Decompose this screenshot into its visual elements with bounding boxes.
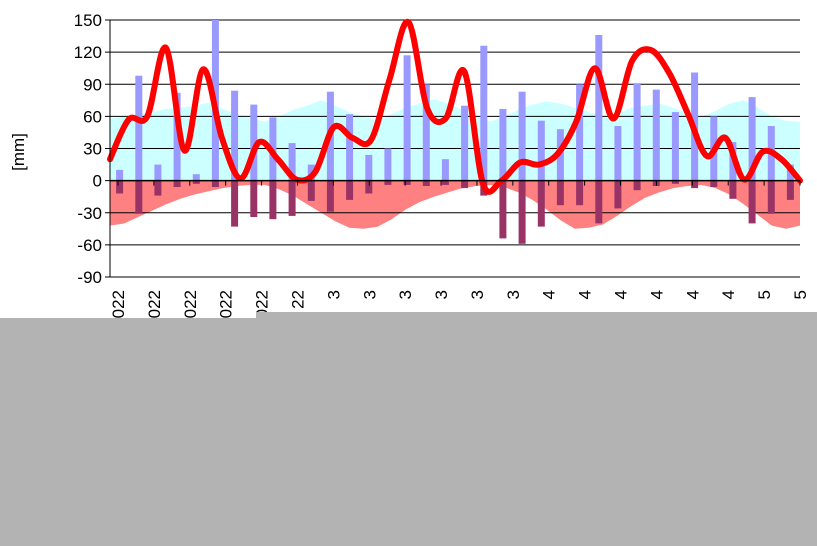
y-tick-label-3: 60 — [83, 107, 102, 126]
bar-s2-6 — [231, 180, 239, 227]
bar-s2-27 — [633, 180, 641, 191]
bar-s1-4 — [192, 174, 200, 181]
y-tick-label-1: 120 — [74, 43, 102, 62]
x-tick-label-12: 4 — [540, 290, 559, 299]
x-tick-label-17: 4 — [719, 290, 738, 299]
bar-s2-18 — [461, 180, 469, 189]
bar-s2-29 — [671, 180, 679, 184]
bar-s2-26 — [614, 180, 622, 209]
bar-s2-24 — [576, 180, 584, 206]
bar-s1-27 — [633, 83, 641, 181]
x-tick-label-19: 5 — [791, 290, 810, 299]
bar-s1-7 — [250, 104, 258, 181]
y-axis-label: [mm] — [9, 133, 28, 171]
bar-s1-29 — [671, 112, 679, 181]
bar-s2-10 — [307, 180, 315, 201]
y-tick-label-4: 30 — [83, 140, 102, 159]
x-tick-label-10: 3 — [468, 290, 487, 299]
occlusion-panel-left — [0, 318, 258, 546]
bar-s1-16 — [422, 84, 430, 181]
x-tick-label-14: 4 — [612, 290, 631, 299]
bar-s1-21 — [518, 91, 526, 181]
bar-s1-15 — [403, 55, 411, 181]
bar-s1-24 — [576, 84, 584, 181]
x-tick-label-9: 3 — [432, 290, 451, 299]
bar-s2-11 — [326, 180, 334, 212]
bar-s2-14 — [384, 180, 392, 185]
bar-s2-20 — [499, 180, 507, 239]
x-tick-label-16: 4 — [683, 290, 702, 299]
x-tick-label-6: 3 — [324, 290, 343, 299]
area-series-2 — [110, 180, 800, 229]
bar-s2-23 — [556, 180, 564, 206]
bar-s1-2 — [154, 164, 162, 181]
bar-s2-15 — [403, 180, 411, 185]
line-series-1 — [107, 19, 803, 195]
x-tick-label-7: 3 — [360, 290, 379, 299]
bar-s2-9 — [288, 180, 296, 216]
bar-s2-1 — [135, 180, 143, 214]
x-tick-label-2: 022 — [181, 290, 200, 318]
bar-s2-0 — [116, 180, 124, 194]
axis-layer — [105, 19, 801, 278]
label-layer: 150 120 90 60 30 0 -30 -60 -90 022 022 022 022 022 22 3… — [74, 11, 810, 318]
bar-s2-21 — [518, 180, 526, 244]
bar-s1-0 — [116, 169, 124, 181]
x-tick-label-4: 022 — [253, 290, 272, 318]
bar-s2-34 — [767, 180, 775, 214]
occlusion-panel-right — [256, 312, 817, 546]
bar-s1-28 — [652, 89, 660, 181]
bar-s1-13 — [365, 154, 373, 181]
bar-s2-5 — [211, 180, 219, 187]
bar-s2-25 — [595, 180, 603, 224]
bar-s2-32 — [729, 180, 737, 199]
y-tick-label-8: -90 — [77, 268, 102, 287]
bar-s2-3 — [173, 180, 181, 187]
bar-s1-14 — [384, 148, 392, 181]
bar-s1-1 — [135, 75, 143, 181]
bar-s2-2 — [154, 180, 162, 196]
x-tick-label-0: 022 — [109, 290, 128, 318]
bar-s1-22 — [537, 120, 545, 181]
y-tick-label-2: 90 — [83, 75, 102, 94]
x-tick-label-5: 22 — [288, 290, 307, 309]
bar-s1-12 — [346, 114, 354, 181]
x-tick-label-15: 4 — [647, 290, 666, 299]
bar-s2-13 — [365, 180, 373, 194]
bar-s2-12 — [346, 180, 354, 200]
y-tick-label-6: -30 — [77, 204, 102, 223]
bar-s2-16 — [422, 180, 430, 186]
bar-s1-19 — [480, 45, 488, 181]
x-tick-label-18: 5 — [755, 290, 774, 299]
x-tick-label-13: 4 — [576, 290, 595, 299]
line-layer — [107, 19, 803, 195]
x-tick-label-3: 022 — [217, 290, 236, 318]
bar-s2-33 — [748, 180, 756, 224]
bar-s1-25 — [595, 35, 603, 181]
y-tick-label-7: -60 — [77, 236, 102, 255]
bar-s1-3 — [173, 92, 181, 181]
bar-s1-18 — [461, 105, 469, 181]
bar-s2-22 — [537, 180, 545, 227]
bar-s1-17 — [441, 159, 449, 181]
bar-s2-4 — [192, 180, 200, 184]
bar-s2-7 — [250, 180, 258, 217]
bar-s2-8 — [269, 180, 277, 220]
bar-s1-6 — [231, 90, 239, 181]
bar-s2-31 — [710, 180, 718, 187]
bar-s1-26 — [614, 126, 622, 181]
x-tick-label-11: 3 — [504, 290, 523, 299]
bar-s2-35 — [786, 180, 794, 200]
y-tick-label-5: 0 — [93, 172, 102, 191]
bar-s1-20 — [499, 108, 507, 181]
y-tick-label-0: 150 — [74, 11, 102, 30]
bar-s1-33 — [748, 97, 756, 181]
x-tick-label-1: 022 — [145, 290, 164, 318]
x-tick-label-8: 3 — [396, 290, 415, 299]
bar-s1-9 — [288, 143, 296, 181]
bar-s2-30 — [691, 180, 699, 189]
bar-s2-17 — [441, 180, 449, 185]
